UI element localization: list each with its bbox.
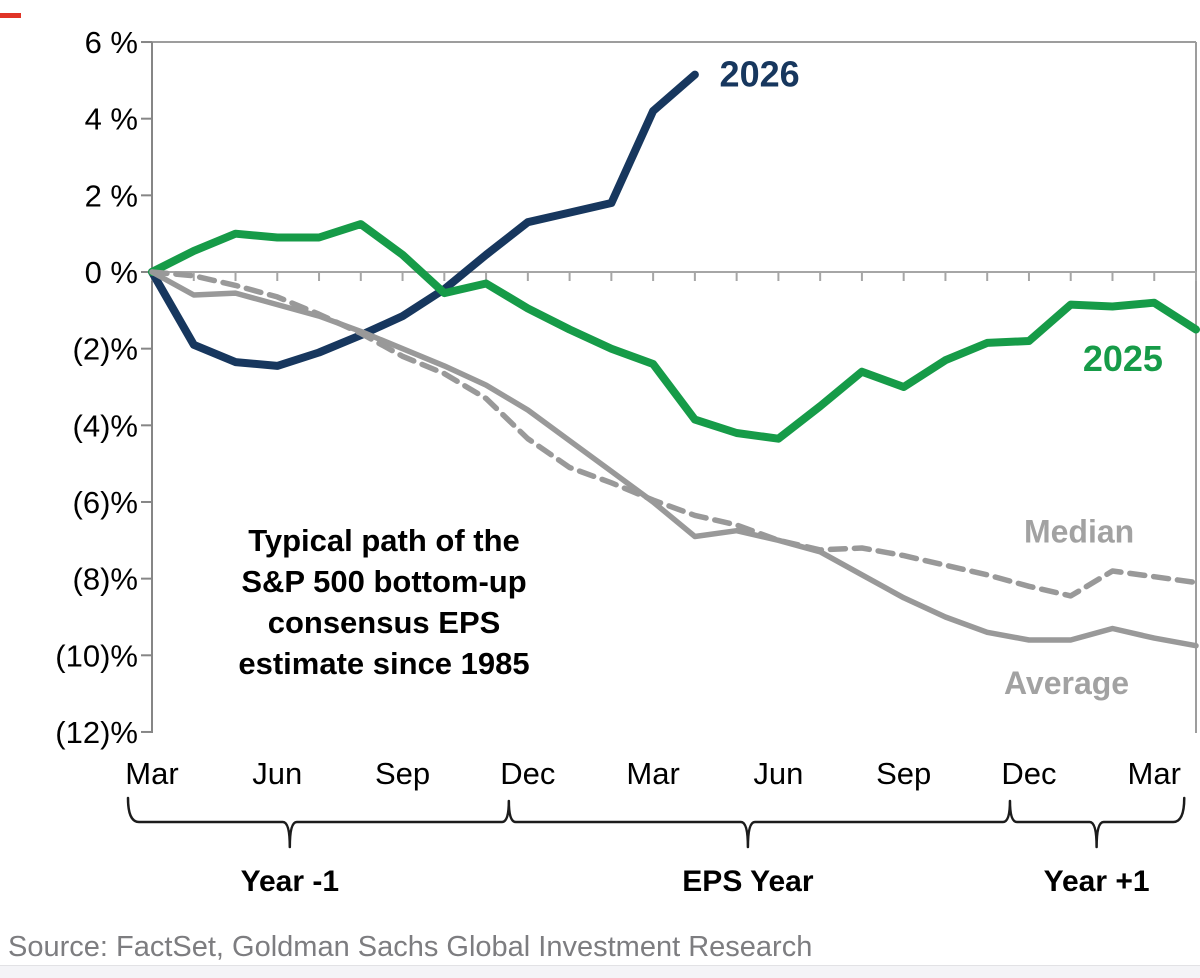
x-tick-label: Dec (500, 756, 555, 791)
y-tick-label: 2 % (85, 178, 138, 213)
y-tick-label: (12)% (55, 715, 138, 750)
series-line-2025 (148, 220, 1200, 443)
x-tick-label: Mar (125, 756, 178, 791)
brace-label-eps-year: EPS Year (682, 865, 814, 898)
y-tick-label: (4)% (73, 408, 138, 443)
y-tick-label: 4 % (85, 102, 138, 137)
series-line-2026 (148, 70, 699, 370)
x-tick-label: Jun (753, 756, 803, 791)
x-tick-label: Jun (252, 756, 302, 791)
x-tick-label: Dec (1001, 756, 1056, 791)
red-marker (0, 13, 21, 18)
chart-annotation: Typical path of the S&P 500 bottom-up co… (196, 520, 572, 684)
brace-label-year-1: Year +1 (1044, 865, 1150, 898)
series-label-average: Average (1004, 665, 1129, 701)
axis-group-braces (126, 796, 1186, 849)
series-label-2025: 2025 (1083, 338, 1163, 379)
y-tick-label: 0 % (85, 255, 138, 290)
annotation-line: estimate since 1985 (238, 646, 530, 681)
series-label-2026: 2026 (720, 54, 800, 95)
annotation-line: Typical path of the (248, 523, 520, 558)
brace-label-year-1: Year -1 (241, 865, 339, 898)
x-tick-label: Sep (375, 756, 430, 791)
series-label-median: Median (1024, 514, 1134, 550)
y-tick-label: (2)% (73, 332, 138, 367)
series-line-average (149, 269, 1199, 649)
y-tick-label: 6 % (85, 25, 138, 60)
x-tick-label: Mar (626, 756, 679, 791)
x-tick-label: Mar (1128, 756, 1181, 791)
y-tick-label: (6)% (73, 485, 138, 520)
annotation-line: consensus EPS (267, 605, 501, 640)
x-tick-label: Sep (876, 756, 931, 791)
y-tick-label: (8)% (73, 562, 138, 597)
footer-strip (0, 965, 1200, 978)
y-tick-label: (10)% (55, 638, 138, 673)
annotation-line: S&P 500 bottom-up (241, 564, 527, 599)
source-text: Source: FactSet, Goldman Sachs Global In… (8, 931, 813, 963)
